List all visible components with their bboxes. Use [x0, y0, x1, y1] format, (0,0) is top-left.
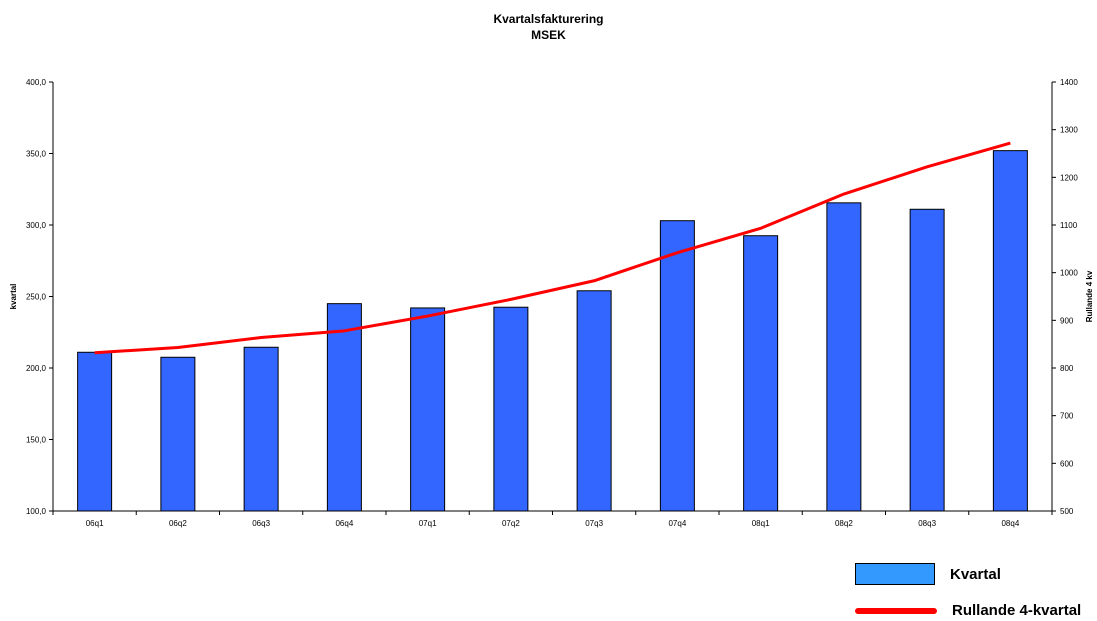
- chart-axes: [49, 81, 1056, 515]
- bar: [326, 303, 362, 512]
- y-tick-label-left: 200,0: [26, 364, 47, 373]
- bar: [659, 220, 695, 512]
- x-tick-label: 08q4: [1001, 519, 1019, 528]
- y-axis-label-left: kvartal: [9, 284, 18, 310]
- bar: [576, 290, 612, 512]
- x-tick-label: 06q2: [169, 519, 187, 528]
- bar: [826, 202, 862, 512]
- x-tick-label: 07q4: [668, 519, 686, 528]
- legend-item-kvartal: Kvartal: [855, 563, 1001, 585]
- y-tick-label-right: 900: [1060, 316, 1074, 325]
- bar: [493, 306, 529, 512]
- y-tick-label-right: 1400: [1060, 78, 1078, 87]
- chart-subtitle: MSEK: [531, 28, 566, 42]
- y-tick-label-left: 350,0: [26, 150, 47, 159]
- bar: [909, 208, 945, 512]
- bar: [160, 356, 196, 512]
- y-axis-label-right: Rullande 4 kv: [1085, 270, 1094, 322]
- legend-item-rullande: Rullande 4-kvartal: [855, 602, 1081, 619]
- bar: [243, 346, 279, 512]
- y-tick-label-left: 100,0: [26, 507, 47, 516]
- y-tick-label-right: 600: [1060, 459, 1074, 468]
- bar: [992, 150, 1028, 512]
- legend-label-rullande: Rullande 4-kvartal: [952, 602, 1082, 619]
- chart-title: Kvartalsfakturering: [493, 12, 604, 26]
- x-tick-label: 06q3: [252, 519, 270, 528]
- x-tick-label: 06q1: [86, 519, 104, 528]
- y-tick-label-right: 1000: [1060, 269, 1078, 278]
- bar: [410, 307, 446, 512]
- x-tick-label: 07q3: [585, 519, 603, 528]
- x-tick-label: 08q3: [918, 519, 936, 528]
- axis-labels: 100,0 150,0 200,0 250,0 300,0 350,0 400,0 500 60…: [9, 78, 1094, 528]
- bar: [743, 235, 779, 512]
- x-tick-label: 07q1: [419, 519, 437, 528]
- y-tick-label-right: 700: [1060, 412, 1074, 421]
- x-tick-label: 07q2: [502, 519, 520, 528]
- x-tick-label: 08q2: [835, 519, 853, 528]
- y-tick-label-left: 150,0: [26, 436, 47, 445]
- legend-bar-swatch: [855, 563, 935, 585]
- y-tick-label-right: 1200: [1060, 173, 1078, 182]
- y-tick-label-left: 250,0: [26, 293, 47, 302]
- y-tick-label-right: 1300: [1060, 126, 1078, 135]
- legend-line-swatch: [855, 607, 937, 614]
- legend-label-kvartal: Kvartal: [950, 565, 1001, 583]
- bar-series: [77, 150, 1028, 512]
- y-tick-label-left: 300,0: [26, 221, 47, 230]
- bar: [77, 351, 113, 512]
- y-tick-label-right: 800: [1060, 364, 1074, 373]
- rolling-line: [94, 141, 1011, 355]
- y-tick-label-right: 500: [1060, 507, 1074, 516]
- y-tick-label-right: 1100: [1060, 221, 1078, 230]
- x-tick-label: 08q1: [752, 519, 770, 528]
- line-series: [94, 141, 1011, 355]
- y-tick-label-left: 400,0: [26, 78, 47, 87]
- x-tick-label: 06q4: [335, 519, 353, 528]
